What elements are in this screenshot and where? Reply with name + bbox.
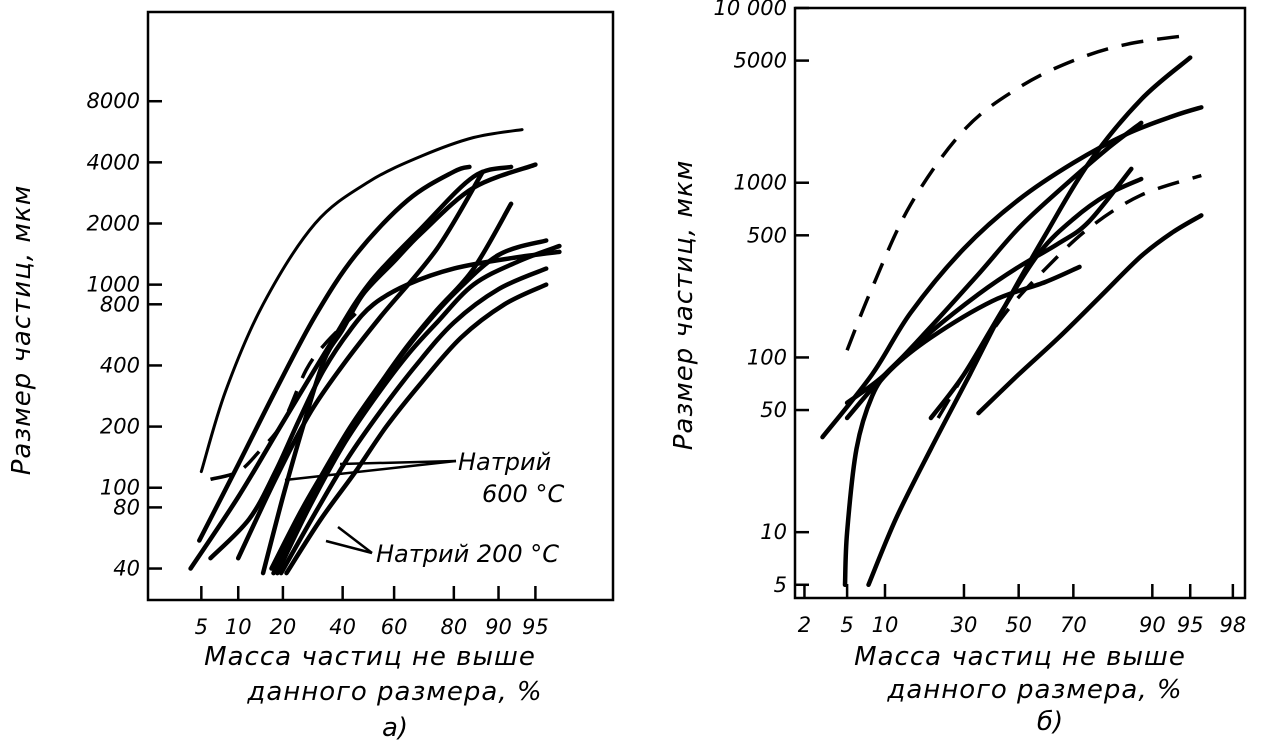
y-axis-label-a: Размер частиц, мкм [7,185,37,476]
y-tick-label-b-5: 1000 [734,171,787,195]
annotations-a: Натрий 600 °С Натрий 200 °С [284,448,564,568]
series-line-b-5 [866,55,1193,588]
y-tick-label-a-1: 80 [113,495,140,519]
x-axis-label-b-line-1: Масса частиц не выше [854,642,1186,672]
x-tick-label-b-3: 30 [951,613,978,637]
series-line-b-7 [936,173,1202,419]
x-tick-label-a-5: 80 [440,615,467,639]
y-tick-label-b-2: 50 [760,398,787,422]
y-tick-label-a-0: 40 [113,557,140,581]
x-tick-label-a-3: 40 [329,615,356,639]
series-line-a-9 [275,243,562,576]
leader-line-600-2 [284,459,457,482]
x-tick-label-b-6: 90 [1139,613,1166,637]
plot-frame-a [146,10,615,602]
x-tick-label-b-2: 10 [872,613,899,637]
series-line-a-4 [208,249,562,561]
x-tick-label-b-5: 70 [1060,613,1087,637]
x-tick-label-a-0: 5 [195,615,208,639]
y-tick-label-a-6: 1000 [87,273,140,297]
leader-line-200-1 [337,526,373,554]
annotation-sodium-600-line-2: 600 °С [482,480,564,508]
x-tick-label-a-2: 20 [270,615,297,639]
x-tick-label-b-0: 2 [798,613,811,637]
series-line-a-11 [284,282,549,576]
x-axis-label-b-line-2: данного размера, % [886,675,1182,705]
x-tick-label-b-4: 50 [1005,613,1032,637]
x-tick-label-a-7: 95 [522,615,549,639]
panel-label-b: б) [1037,707,1063,737]
y-tick-label-a-7: 2000 [87,211,140,235]
series-line-b-1 [820,105,1204,440]
x-tick-label-a-1: 10 [225,615,252,639]
series-line-a-6 [260,162,538,576]
series-line-b-4 [842,264,1082,588]
y-tick-label-a-9: 8000 [87,89,140,113]
y-tick-label-a-8: 4000 [87,150,140,174]
x-tick-label-b-8: 98 [1219,613,1246,637]
annotation-sodium-200: Натрий 200 °С [376,540,559,568]
series-line-a-1 [210,312,357,481]
y-tick-label-b-7: 10 000 [714,0,787,20]
series-line-b-0 [845,33,1191,351]
series-line-a-10 [278,266,549,576]
y-tick-label-b-1: 10 [760,520,787,544]
series-group-b [820,33,1204,588]
x-tick-label-a-4: 60 [381,615,408,639]
y-tick-label-b-6: 5000 [734,49,787,73]
chart-panel-a: 5 10 20 40 60 80 90 954080100200400800100020004… [7,10,615,743]
series-line-a-3 [188,164,514,571]
series-line-a-0 [199,128,524,474]
x-axis-label-a-line-1: Масса частиц не выше [204,642,536,672]
panel-label-a: а) [382,713,408,743]
x-tick-label-b-7: 95 [1177,613,1204,637]
y-tick-label-b-3: 100 [747,345,787,369]
y-tick-label-a-4: 400 [100,353,140,377]
annotation-sodium-600-line-1: Натрий [458,448,551,476]
ticks-a: 5 10 20 40 60 80 90 954080100200400800100020004… [87,89,549,639]
x-tick-label-a-6: 90 [485,615,512,639]
y-tick-label-b-0: 5 [774,573,787,597]
series-group-a [188,128,562,576]
plot-frame-b [793,6,1247,600]
series-line-b-8 [976,213,1204,416]
series-line-b-2 [844,120,1144,406]
series-line-a-2 [197,164,472,543]
y-tick-label-a-2: 100 [100,476,140,500]
series-line-a-5 [235,169,486,561]
leader-line-200-2 [325,539,373,555]
y-tick-label-a-3: 200 [100,415,140,439]
x-tick-label-b-1: 5 [840,613,853,637]
x-axis-label-a-line-2: данного размера, % [246,677,542,707]
series-line-a-8 [271,238,549,576]
y-tick-label-a-5: 800 [100,292,140,316]
y-tick-label-b-4: 500 [747,223,787,247]
y-axis-label-b: Размер частиц, мкм [669,160,699,451]
leader-line-600-1 [339,459,457,466]
